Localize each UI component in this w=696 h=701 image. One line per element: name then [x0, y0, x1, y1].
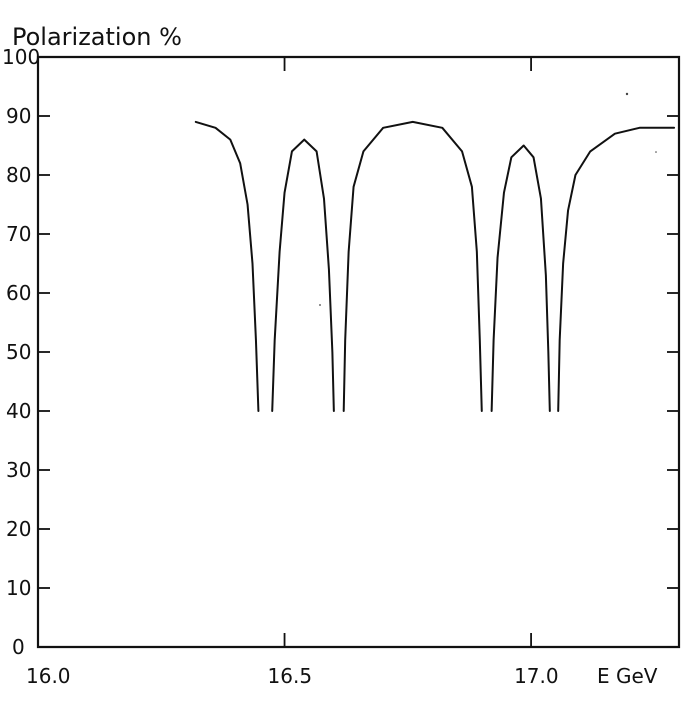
y-tick-label: 40	[6, 399, 31, 423]
y-tick-label: 90	[6, 104, 31, 128]
x-axis-unit-label: E GeV	[597, 664, 658, 688]
y-tick-label: 20	[6, 517, 31, 541]
x-tick-label: 16.0	[26, 664, 71, 688]
y-tick-label: 10	[6, 576, 31, 600]
y-tick-label: 30	[6, 458, 31, 482]
y-tick-label: 80	[6, 163, 31, 187]
y-axis-ticks: 0 10 20 30 40 50 60 70 80 90 100	[2, 45, 679, 659]
y-tick-label: 100	[2, 45, 40, 69]
polarization-curve	[194, 120, 676, 412]
plot-frame	[36, 55, 681, 649]
polarization-curve-segment	[557, 126, 676, 412]
y-tick-label: 70	[6, 222, 31, 246]
scan-speck	[655, 151, 657, 153]
y-tick-label: 60	[6, 281, 31, 305]
y-tick-label: 50	[6, 340, 31, 364]
polarization-curve-segment	[194, 120, 260, 412]
scan-speck	[625, 92, 629, 96]
polarization-curve-segment	[271, 138, 335, 412]
polarization-curve-segment	[490, 144, 551, 412]
x-tick-label: 17.0	[514, 664, 559, 688]
x-tick-label: 16.5	[268, 664, 313, 688]
y-tick-label: 0	[12, 635, 25, 659]
x-axis-ticks: 16.0 16.5 17.0	[26, 57, 559, 688]
y-axis-title: Polarization %	[12, 23, 182, 51]
polarization-curve-segment	[342, 120, 483, 412]
scan-speck	[319, 304, 321, 306]
